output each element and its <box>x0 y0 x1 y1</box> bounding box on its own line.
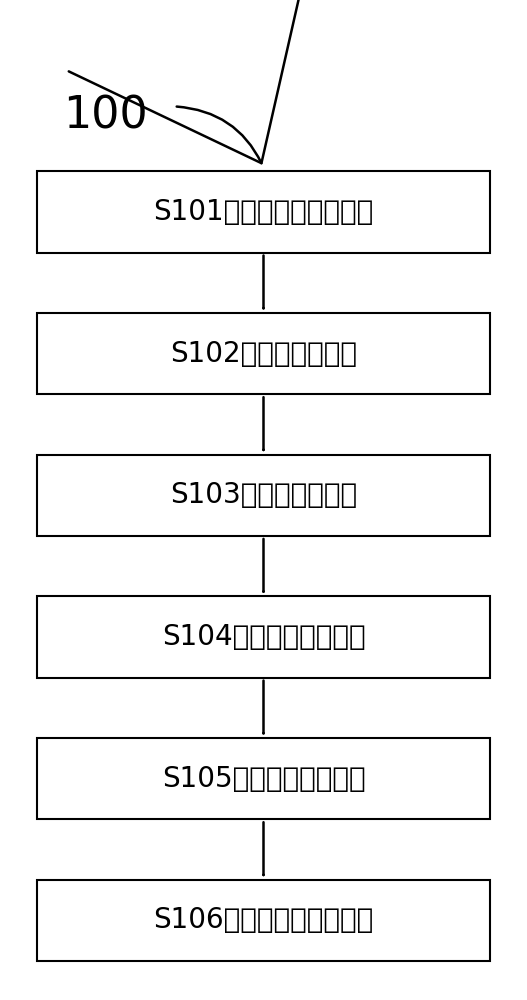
Bar <box>37 880 490 961</box>
Bar <box>37 596 490 678</box>
Text: S105：当前层构筑步骤: S105：当前层构筑步骤 <box>162 765 365 793</box>
Bar <box>37 738 490 819</box>
FancyArrowPatch shape <box>69 0 309 163</box>
Text: S106：二氧化碳注入步骤: S106：二氧化碳注入步骤 <box>153 906 374 934</box>
Bar <box>37 171 490 253</box>
Bar <box>37 313 490 394</box>
Text: S103：物料制作步骤: S103：物料制作步骤 <box>170 481 357 509</box>
Text: S104：第一层构筑步骤: S104：第一层构筑步骤 <box>162 623 365 651</box>
Text: 100: 100 <box>63 94 148 137</box>
Bar <box>37 455 490 536</box>
Text: S101：矿坑底部处理步骤: S101：矿坑底部处理步骤 <box>153 198 374 226</box>
Text: S102：边坡处理步骤: S102：边坡处理步骤 <box>170 340 357 368</box>
